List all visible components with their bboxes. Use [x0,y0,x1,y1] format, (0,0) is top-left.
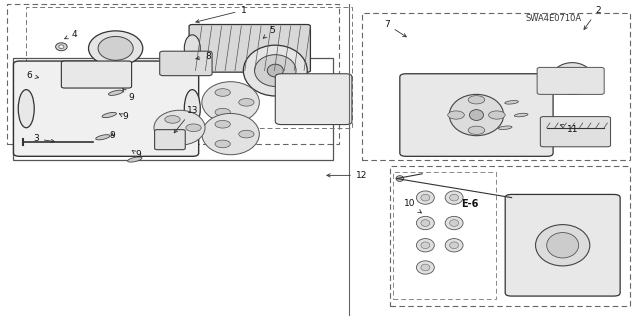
Ellipse shape [268,64,284,77]
Text: 12: 12 [327,171,367,180]
Circle shape [448,111,465,119]
Circle shape [186,124,201,131]
Circle shape [468,96,484,104]
Circle shape [468,126,484,134]
Text: E-6: E-6 [461,199,479,209]
Ellipse shape [19,90,34,128]
Ellipse shape [564,72,580,85]
Circle shape [215,121,230,128]
Ellipse shape [202,82,259,123]
Ellipse shape [88,31,143,66]
Text: 13: 13 [174,106,198,133]
Ellipse shape [417,261,435,274]
Circle shape [215,108,230,116]
Circle shape [165,132,180,140]
Ellipse shape [108,90,123,95]
Text: 3: 3 [33,134,54,143]
Text: 9: 9 [120,112,128,121]
Text: 8: 8 [196,52,211,61]
FancyBboxPatch shape [505,195,620,296]
Circle shape [215,140,230,148]
Text: 6: 6 [26,71,38,80]
Ellipse shape [449,94,504,136]
Ellipse shape [284,86,324,118]
Ellipse shape [184,90,200,128]
FancyBboxPatch shape [160,51,212,76]
Ellipse shape [450,220,459,226]
Text: 1: 1 [196,6,246,23]
Text: 11: 11 [561,124,578,134]
Ellipse shape [499,126,512,130]
Text: 9: 9 [132,150,141,159]
Circle shape [215,89,230,96]
Ellipse shape [445,216,463,230]
Ellipse shape [59,45,64,49]
FancyBboxPatch shape [189,25,310,72]
Ellipse shape [469,110,483,121]
Ellipse shape [450,242,459,249]
Ellipse shape [536,225,590,266]
Ellipse shape [102,113,116,118]
Ellipse shape [450,194,459,201]
Ellipse shape [417,216,435,230]
Ellipse shape [515,113,528,117]
FancyBboxPatch shape [400,74,553,156]
Ellipse shape [243,45,307,96]
Ellipse shape [445,191,463,204]
Text: 2: 2 [584,6,600,29]
Text: 9: 9 [123,89,134,102]
Ellipse shape [396,176,404,182]
FancyBboxPatch shape [275,74,352,124]
Text: 10: 10 [404,199,421,213]
Circle shape [488,111,505,119]
Ellipse shape [417,239,435,252]
Text: 7: 7 [384,20,406,37]
Ellipse shape [127,157,142,162]
Ellipse shape [505,100,518,104]
Text: SWA4E0710A: SWA4E0710A [525,14,581,23]
Ellipse shape [421,220,430,226]
Ellipse shape [552,63,593,94]
Text: 4: 4 [65,30,77,39]
Text: 9: 9 [109,131,115,140]
Ellipse shape [417,191,435,204]
Ellipse shape [421,264,430,271]
Ellipse shape [445,239,463,252]
FancyBboxPatch shape [540,117,611,147]
FancyBboxPatch shape [537,67,604,94]
Ellipse shape [184,35,200,62]
Ellipse shape [255,55,296,86]
Ellipse shape [421,242,430,249]
Circle shape [165,115,180,123]
Ellipse shape [56,43,67,51]
FancyBboxPatch shape [13,61,198,156]
Ellipse shape [154,110,205,145]
Circle shape [239,130,254,138]
FancyBboxPatch shape [155,130,185,150]
Ellipse shape [421,194,430,201]
Ellipse shape [202,114,259,155]
Circle shape [239,99,254,106]
FancyBboxPatch shape [61,61,132,88]
Ellipse shape [98,36,133,60]
Ellipse shape [96,135,110,140]
Text: 5: 5 [263,26,275,38]
Ellipse shape [547,233,579,258]
